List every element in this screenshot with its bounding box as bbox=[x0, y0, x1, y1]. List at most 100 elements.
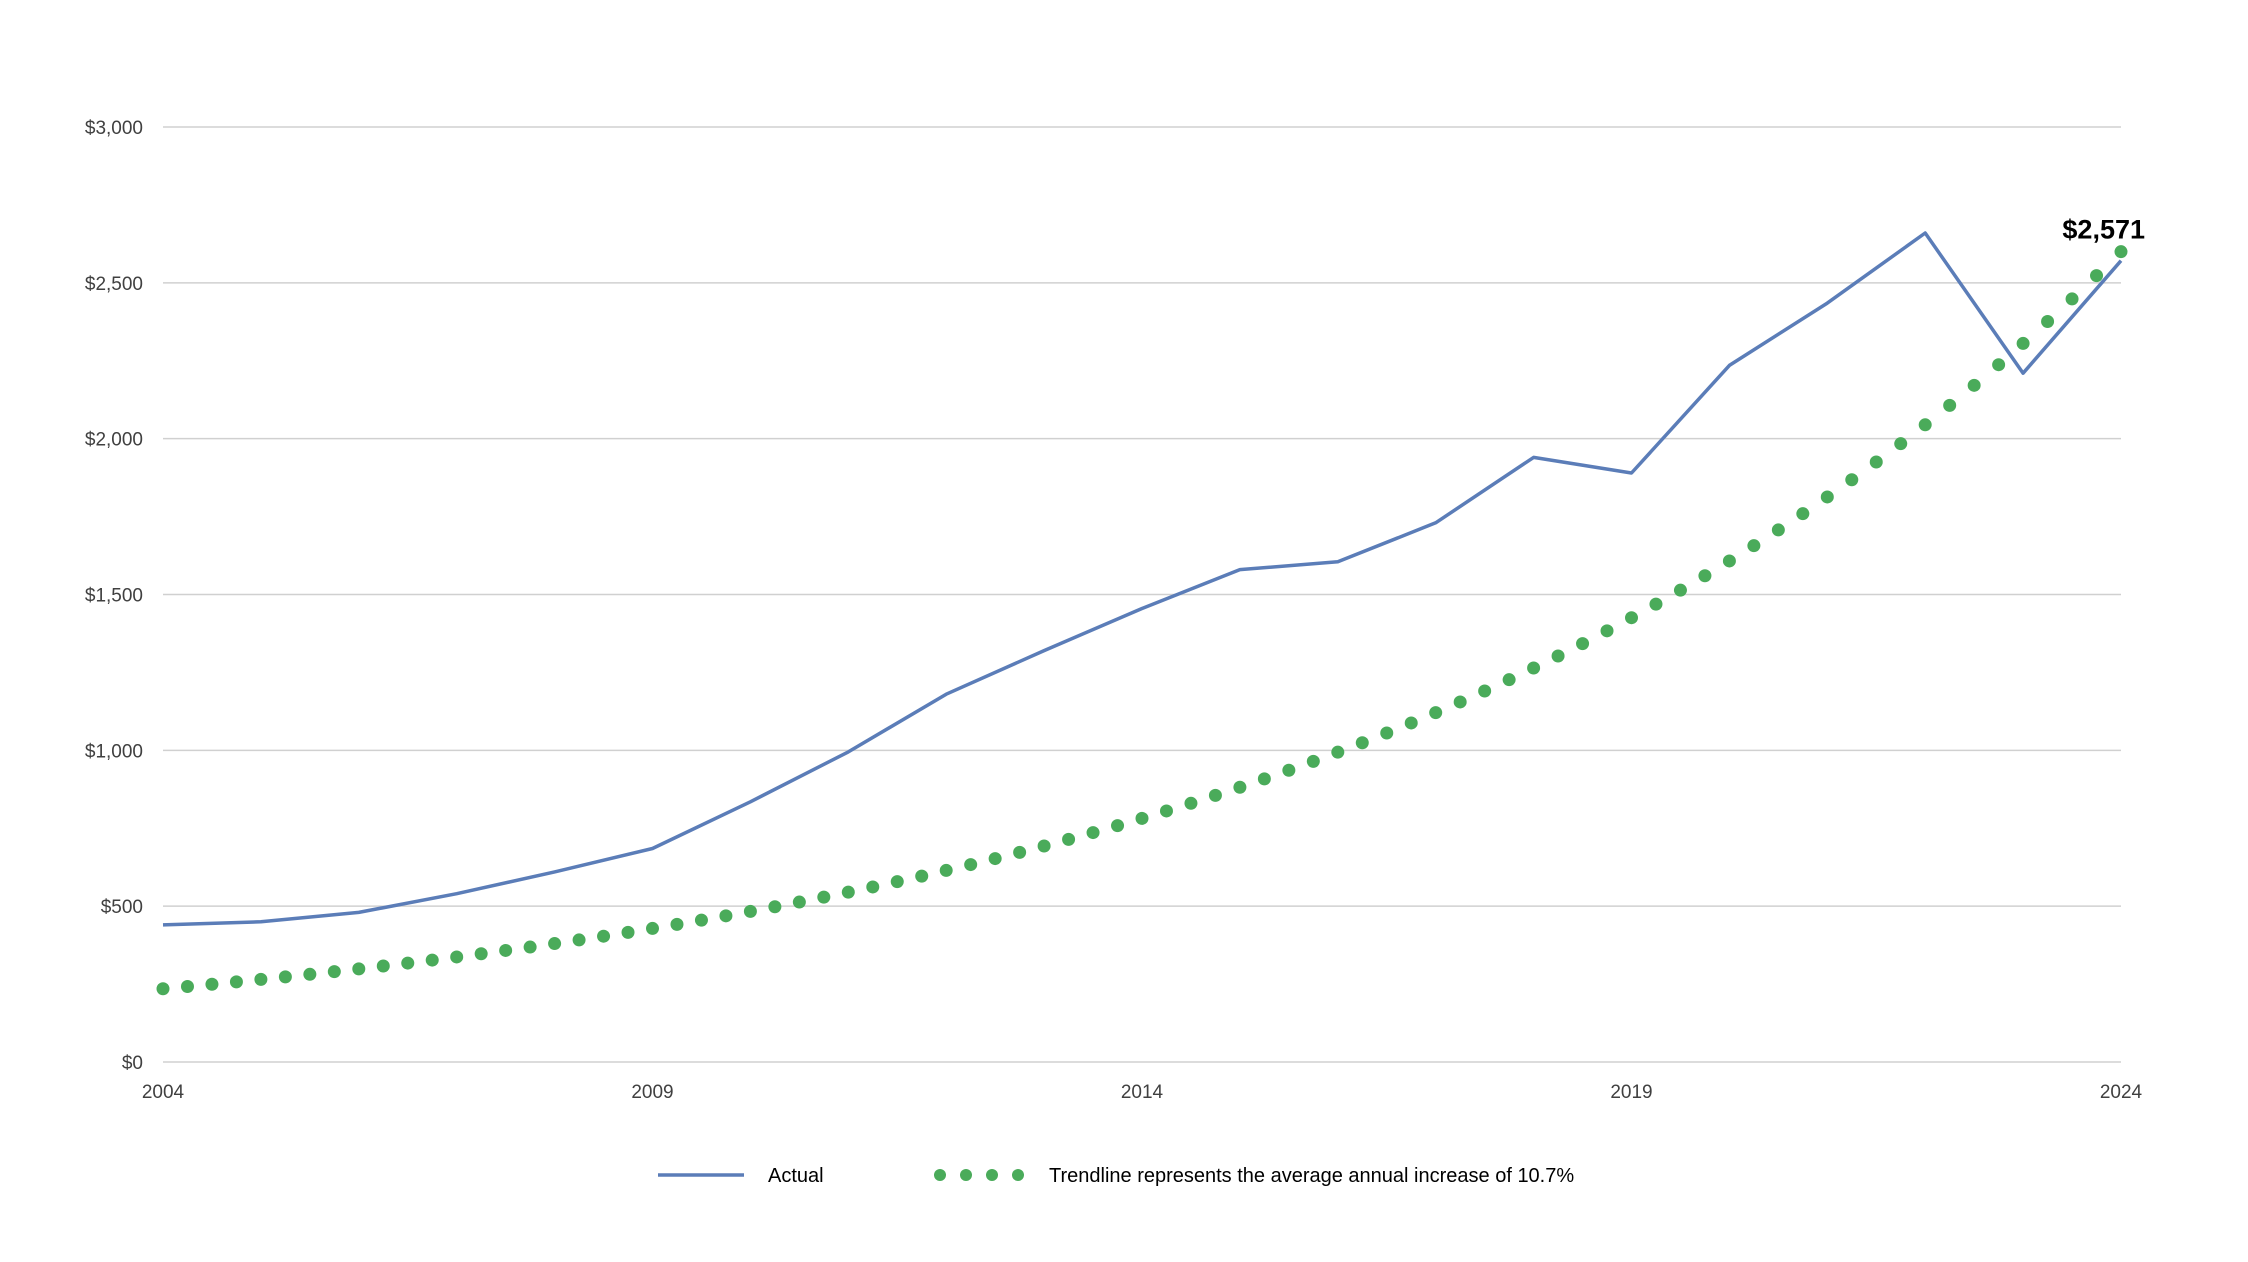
trendline-dot bbox=[1355, 736, 1369, 750]
trendline-dot bbox=[327, 965, 341, 979]
y-tick-label: $1,500 bbox=[85, 586, 143, 607]
trendline-dot bbox=[229, 975, 243, 989]
trendline-dot bbox=[499, 943, 513, 957]
trendline-dot bbox=[841, 885, 855, 899]
trendline-dot bbox=[450, 950, 464, 964]
legend-label-actual: Actual bbox=[768, 1165, 824, 1187]
trendline-dot bbox=[1943, 398, 1957, 412]
y-tick-label: $2,500 bbox=[85, 274, 143, 295]
trendline-dot bbox=[1429, 706, 1443, 720]
trendline-dot bbox=[670, 917, 684, 931]
trendline-dot bbox=[1453, 695, 1467, 709]
trendline-dot bbox=[2090, 269, 2104, 283]
trendline-dot bbox=[1331, 745, 1345, 759]
trendline-dot bbox=[1062, 832, 1076, 846]
trendline-dot bbox=[1845, 473, 1859, 487]
x-tick-label: 2004 bbox=[142, 1082, 185, 1103]
trendline-dot bbox=[939, 863, 953, 877]
x-tick-label: 2019 bbox=[1610, 1082, 1652, 1103]
annotations: $2,571 bbox=[2062, 215, 2145, 245]
legend-swatch-trendline-dot bbox=[960, 1169, 972, 1181]
trendline-dot bbox=[1208, 788, 1222, 802]
trendline-dot bbox=[792, 895, 806, 909]
trendline-dot bbox=[1282, 763, 1296, 777]
legend-item-actual: Actual bbox=[658, 1165, 824, 1187]
trendline-dot bbox=[1722, 554, 1736, 568]
trendline-dot bbox=[1527, 661, 1541, 675]
y-tick-label: $500 bbox=[101, 897, 143, 918]
trendline-dot bbox=[1918, 418, 1932, 432]
trendline-dot bbox=[1673, 583, 1687, 597]
x-axis-tick-labels: 2004 2009 2014 2019 2024 bbox=[142, 1082, 2143, 1103]
trendline-dot bbox=[205, 977, 219, 991]
end-value-label: $2,571 bbox=[2062, 215, 2145, 245]
legend-swatch-trendline-dot bbox=[1012, 1169, 1024, 1181]
trendline-dot bbox=[1184, 796, 1198, 810]
trendline-dot bbox=[1869, 455, 1883, 469]
trendline-dot bbox=[1086, 826, 1100, 840]
x-tick-label: 2009 bbox=[631, 1082, 673, 1103]
trendline-dot bbox=[1649, 597, 1663, 611]
trendline-dot bbox=[401, 956, 415, 970]
y-tick-label: $1,000 bbox=[85, 741, 143, 762]
trendline-dot bbox=[2114, 245, 2128, 259]
trendline-dot bbox=[915, 869, 929, 883]
y-tick-label: $0 bbox=[122, 1053, 143, 1074]
trendline-dot bbox=[1013, 845, 1027, 859]
actual-line bbox=[162, 231, 2123, 927]
y-axis-tick-labels: $0 $500 $1,000 $1,500 $2,000 $2,500 $3,000 bbox=[85, 118, 143, 1074]
trendline-dot bbox=[2016, 336, 2030, 350]
trendline-dot bbox=[1992, 358, 2006, 372]
trendline-dot bbox=[376, 959, 390, 973]
trendline-dot bbox=[1478, 684, 1492, 698]
trendline-dot bbox=[180, 980, 194, 994]
legend-label-trendline: Trendline represents the average annual … bbox=[1049, 1165, 1574, 1187]
trendline-dot bbox=[988, 852, 1002, 866]
trendline-dot bbox=[1820, 490, 1834, 504]
trendline-dot bbox=[964, 858, 978, 872]
trendline-dot bbox=[2041, 315, 2055, 329]
trendline-dot bbox=[1894, 437, 1908, 451]
legend-swatch-trendline-dot bbox=[986, 1169, 998, 1181]
trendline-dot bbox=[1698, 569, 1712, 583]
actual-series bbox=[162, 231, 2123, 927]
trendline-dot bbox=[621, 925, 635, 939]
grid-lines bbox=[163, 126, 2121, 1063]
trendline-dot bbox=[890, 875, 904, 889]
trendline-dot bbox=[548, 937, 562, 951]
trendline-dot bbox=[597, 929, 611, 943]
trendline-dot bbox=[768, 900, 782, 914]
trendline-dot bbox=[1551, 649, 1565, 663]
trendline-dot bbox=[2065, 292, 2079, 306]
trendline-dot bbox=[1111, 819, 1125, 833]
trendline-dot bbox=[1502, 673, 1516, 687]
trendline-dot bbox=[1135, 811, 1149, 825]
trendline-dot bbox=[254, 972, 268, 986]
trendline-dot bbox=[1576, 637, 1590, 651]
trendline-dot bbox=[1306, 754, 1320, 768]
trendline-dot bbox=[1771, 523, 1785, 537]
trendline-dot bbox=[866, 880, 880, 894]
trendline-dot bbox=[1967, 378, 1981, 392]
trendline-dot bbox=[1233, 780, 1247, 794]
legend: Actual Trendline represents the average … bbox=[658, 1165, 1574, 1187]
trendline-dot bbox=[425, 953, 439, 967]
trendline-series bbox=[156, 245, 2128, 996]
x-tick-label: 2024 bbox=[2100, 1082, 2143, 1103]
trendline-dot bbox=[817, 890, 831, 904]
trendline-dot bbox=[1380, 726, 1394, 740]
trendline-dot bbox=[303, 967, 317, 981]
trendline-dot bbox=[572, 933, 586, 947]
trendline-dot bbox=[1796, 507, 1810, 521]
trendline-dot bbox=[523, 940, 537, 954]
trendline-dot bbox=[694, 913, 708, 927]
trendline-dot bbox=[1037, 839, 1051, 853]
legend-item-trendline: Trendline represents the average annual … bbox=[934, 1165, 1574, 1187]
x-tick-label: 2014 bbox=[1121, 1082, 1164, 1103]
y-tick-label: $2,000 bbox=[85, 430, 143, 451]
trendline-dot bbox=[474, 947, 488, 961]
trendline-dot bbox=[1159, 804, 1173, 818]
trendline-dot bbox=[352, 962, 366, 976]
legend-swatch-trendline-dot bbox=[934, 1169, 946, 1181]
